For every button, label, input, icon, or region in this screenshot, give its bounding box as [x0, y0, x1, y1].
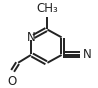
Text: CH₃: CH₃	[36, 2, 58, 15]
Text: N: N	[27, 31, 36, 44]
Text: O: O	[8, 75, 17, 88]
Text: N: N	[83, 48, 92, 61]
